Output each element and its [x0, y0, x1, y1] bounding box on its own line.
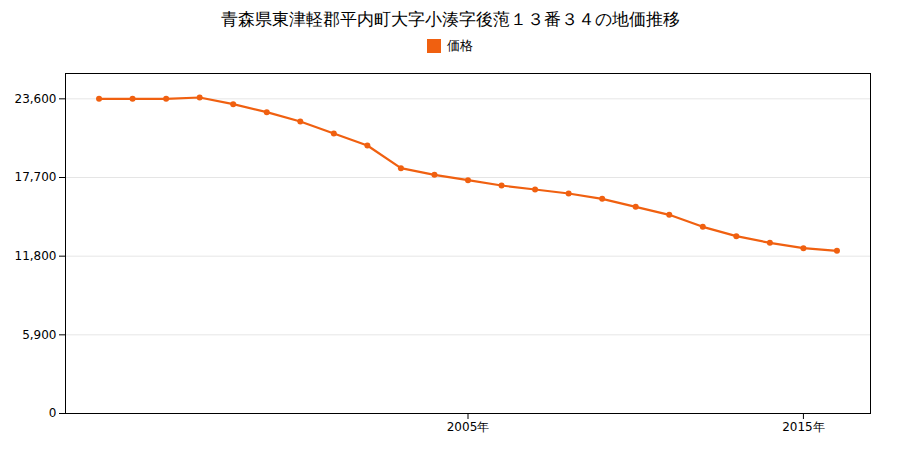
svg-text:0: 0: [49, 406, 57, 420]
svg-text:2005年: 2005年: [447, 420, 490, 434]
svg-text:11,800: 11,800: [15, 249, 57, 263]
html-text:青森県東津軽郡平内町大字小湊字後萢１３番３４の地価推移: 青森県東津軽郡平内町大字小湊字後萢１３番３４の地価推移: [220, 9, 680, 29]
html-text:価格: 価格: [447, 38, 473, 53]
svg-text:5,900: 5,900: [22, 328, 56, 342]
svg-text:23,600: 23,600: [15, 92, 57, 106]
svg-text:17,700: 17,700: [15, 170, 57, 184]
svg-text:2015年: 2015年: [782, 420, 825, 434]
